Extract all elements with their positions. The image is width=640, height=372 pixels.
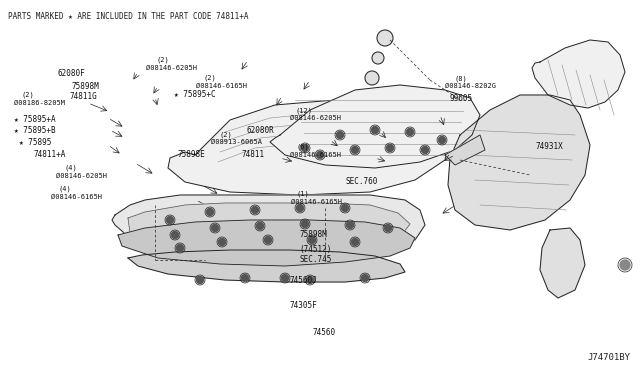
Circle shape — [264, 237, 271, 244]
Text: 99605: 99605 — [449, 94, 472, 103]
Circle shape — [282, 275, 289, 282]
Circle shape — [301, 221, 308, 228]
Circle shape — [406, 128, 413, 135]
Text: (4): (4) — [64, 165, 77, 171]
Circle shape — [337, 131, 344, 138]
Circle shape — [346, 221, 353, 228]
Text: SEC.745: SEC.745 — [300, 255, 332, 264]
Circle shape — [438, 137, 445, 144]
Text: (1): (1) — [296, 191, 309, 198]
Text: Ø08146-6165H: Ø08146-6165H — [51, 193, 102, 199]
Text: 62080F: 62080F — [58, 69, 85, 78]
Circle shape — [307, 276, 314, 283]
Circle shape — [342, 205, 349, 212]
Text: (74512): (74512) — [300, 246, 332, 254]
Circle shape — [372, 52, 384, 64]
Text: PARTS MARKED ★ ARE INCLUDED IN THE PART CODE 74811+A: PARTS MARKED ★ ARE INCLUDED IN THE PART … — [8, 12, 248, 21]
Polygon shape — [128, 250, 405, 282]
Circle shape — [166, 217, 173, 224]
Polygon shape — [270, 85, 480, 168]
Text: Ø08186-8205M: Ø08186-8205M — [14, 100, 65, 106]
Circle shape — [422, 147, 429, 154]
Circle shape — [385, 224, 392, 231]
Text: 74811+A: 74811+A — [33, 150, 66, 159]
Text: (2): (2) — [204, 75, 216, 81]
Text: Ø08146-8202G: Ø08146-8202G — [445, 83, 496, 89]
Polygon shape — [118, 220, 415, 266]
Text: ★ 75895+A: ★ 75895+A — [14, 115, 56, 124]
Circle shape — [207, 208, 214, 215]
Text: Ø08146-6165H: Ø08146-6165H — [290, 151, 341, 157]
Text: J74701BY: J74701BY — [587, 353, 630, 362]
Text: 74560: 74560 — [312, 328, 335, 337]
Text: 74811: 74811 — [242, 150, 265, 159]
Text: ★ 75895+C: ★ 75895+C — [174, 90, 216, 99]
Circle shape — [377, 30, 393, 46]
Text: (2): (2) — [157, 57, 170, 63]
Circle shape — [211, 224, 218, 231]
Text: Ø08146-6205H: Ø08146-6205H — [146, 65, 197, 71]
Text: Ø08146-6205H: Ø08146-6205H — [56, 173, 108, 179]
Text: Ø08146-6165H: Ø08146-6165H — [291, 199, 342, 205]
Polygon shape — [168, 100, 450, 195]
Circle shape — [362, 275, 369, 282]
Circle shape — [172, 231, 179, 238]
Text: 62080R: 62080R — [246, 126, 274, 135]
Circle shape — [620, 260, 630, 270]
Text: 75898E: 75898E — [178, 150, 205, 159]
Circle shape — [257, 222, 264, 230]
Text: (6): (6) — [296, 143, 309, 150]
Circle shape — [177, 244, 184, 251]
Text: Ø08913-6065A: Ø08913-6065A — [211, 139, 262, 145]
Text: SEC.760: SEC.760 — [346, 177, 378, 186]
Circle shape — [351, 147, 358, 154]
Text: Ø08146-6205H: Ø08146-6205H — [290, 115, 341, 121]
Text: 74931X: 74931X — [535, 142, 563, 151]
Circle shape — [387, 144, 394, 151]
Text: 75898M: 75898M — [300, 230, 327, 239]
Circle shape — [301, 144, 308, 151]
Circle shape — [196, 276, 204, 283]
Polygon shape — [445, 135, 485, 165]
Polygon shape — [448, 95, 590, 230]
Text: Ø08146-6165H: Ø08146-6165H — [196, 83, 247, 89]
Circle shape — [308, 237, 316, 244]
Polygon shape — [128, 203, 410, 257]
Circle shape — [218, 238, 225, 246]
Text: ★ 75895: ★ 75895 — [19, 138, 52, 147]
Circle shape — [241, 275, 248, 282]
Polygon shape — [540, 228, 585, 298]
Circle shape — [252, 206, 259, 214]
Text: ★ 75895+B: ★ 75895+B — [14, 126, 56, 135]
Text: 74811G: 74811G — [69, 92, 97, 101]
Text: (2): (2) — [22, 92, 35, 99]
Text: (2): (2) — [220, 131, 232, 138]
Circle shape — [317, 151, 323, 158]
Text: (12): (12) — [296, 107, 313, 114]
Text: (8): (8) — [454, 75, 467, 82]
Polygon shape — [532, 40, 625, 108]
Circle shape — [351, 238, 358, 246]
Circle shape — [371, 126, 378, 134]
Polygon shape — [112, 195, 425, 262]
Text: 74560J: 74560J — [289, 276, 317, 285]
Text: (4): (4) — [59, 185, 72, 192]
Text: 75898M: 75898M — [72, 82, 99, 91]
Circle shape — [365, 71, 379, 85]
Circle shape — [296, 205, 303, 212]
Text: 74305F: 74305F — [289, 301, 317, 310]
